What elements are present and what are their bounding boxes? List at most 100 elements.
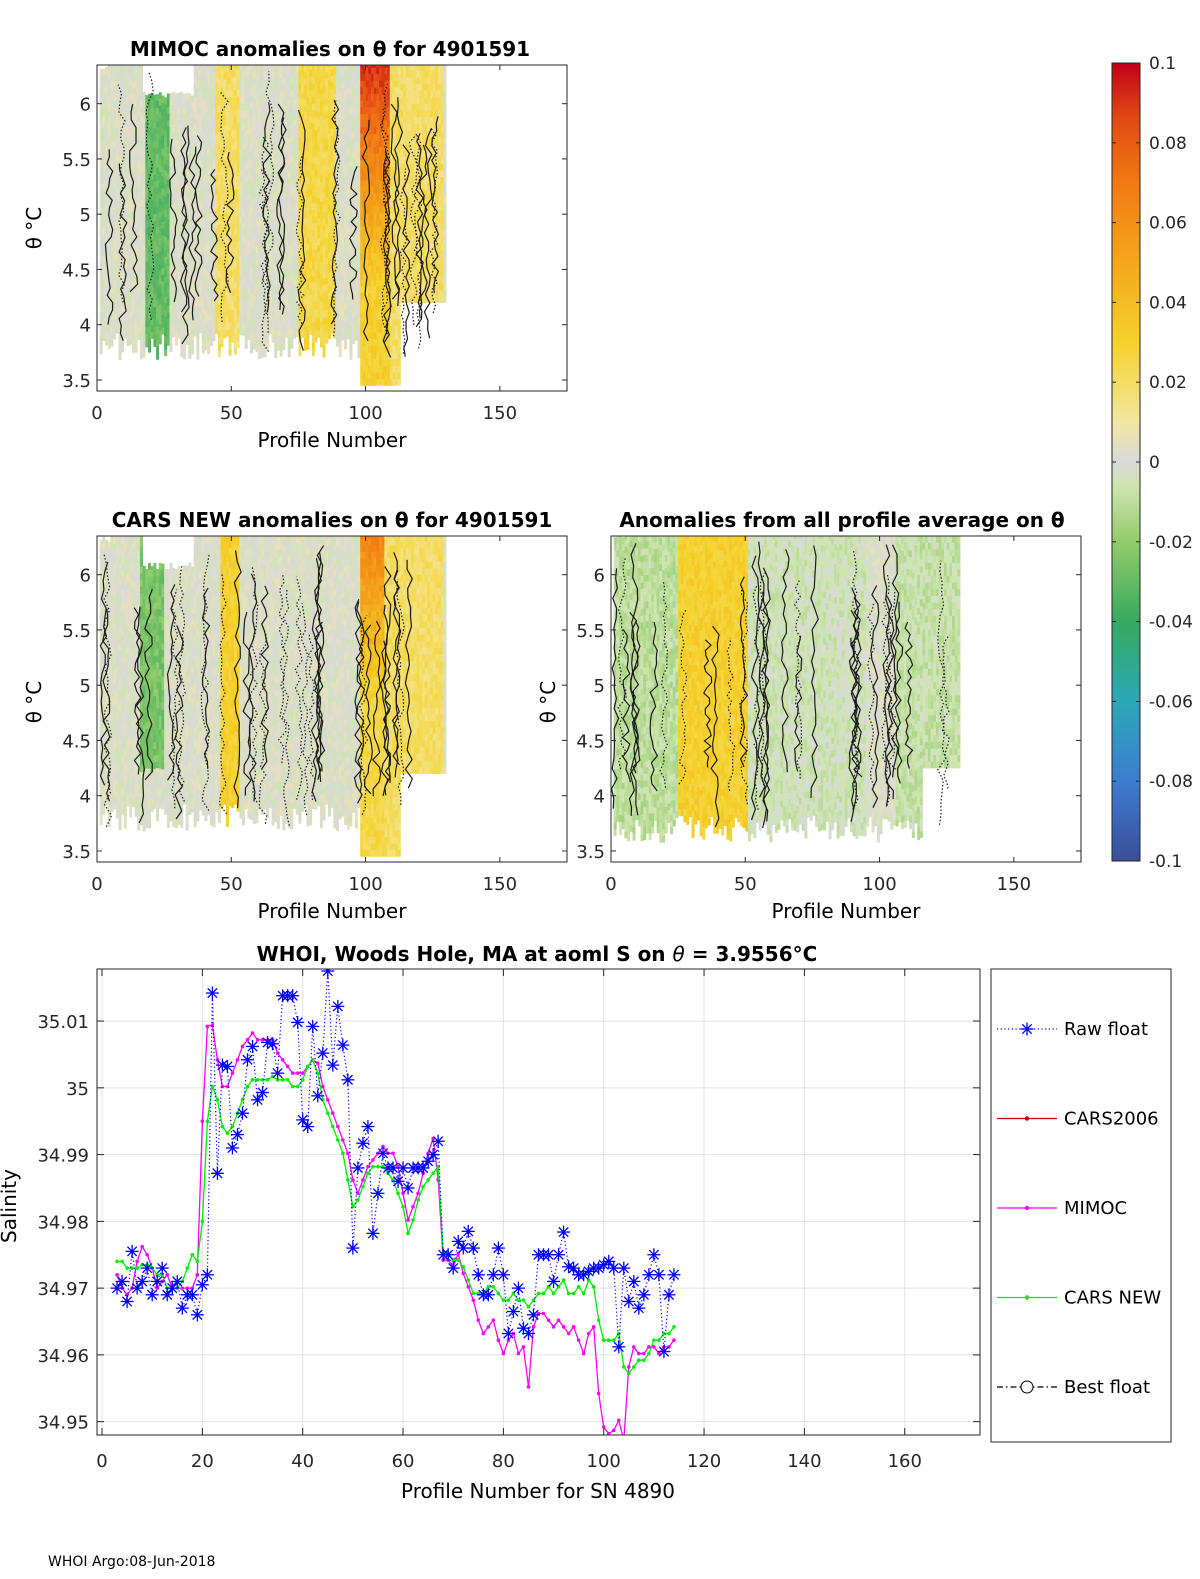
- mimoc-anomaly-cell: [225, 137, 229, 145]
- mimoc-anomaly-cell: [317, 111, 321, 119]
- mimoc-anomaly-cell: [400, 169, 404, 177]
- mimoc-anomaly-cell: [258, 285, 262, 293]
- mimoc-anomaly-cell: [392, 206, 396, 214]
- mimoc-anomaly-cell: [118, 187, 122, 195]
- mimoc-anomaly-cell: [239, 65, 243, 70]
- mimoc-anomaly-cell: [346, 239, 350, 247]
- mimoc-anomaly-cell: [282, 316, 286, 324]
- mimoc-anomaly-cell: [174, 186, 178, 194]
- mimoc-anomaly-cell: [209, 186, 213, 194]
- mimoc-anomaly-cell: [287, 244, 291, 252]
- mimoc-anomaly-cell: [282, 184, 286, 191]
- mimoc-anomaly-cell: [344, 322, 348, 330]
- mimoc-anomaly-cell: [137, 81, 141, 89]
- mimoc-anomaly-cell: [129, 205, 133, 213]
- mimoc-anomaly-cell: [242, 76, 246, 84]
- mimoc-anomaly-cell: [298, 97, 302, 104]
- mimoc-anomaly-cell: [303, 284, 307, 292]
- mimoc-anomaly-cell: [327, 292, 331, 300]
- mimoc-anomaly-cell: [174, 259, 178, 267]
- mimoc-anomaly-cell: [341, 247, 345, 255]
- mimoc-anomaly-cell: [376, 352, 380, 360]
- mimoc-anomaly-cell: [274, 152, 278, 160]
- mimoc-anomaly-cell: [182, 292, 186, 300]
- mimoc-anomaly-cell: [263, 231, 267, 239]
- mimoc-anomaly-cell: [290, 222, 294, 230]
- mimoc-anomaly-cell: [330, 208, 334, 216]
- mimoc-anomaly-cell: [357, 311, 361, 319]
- mimoc-anomaly-cell: [231, 156, 235, 164]
- mimoc-anomaly-cell: [164, 296, 168, 304]
- mimoc-anomaly-cell: [244, 262, 248, 270]
- mimoc-anomaly-cell: [156, 332, 160, 340]
- mimoc-anomaly-cell: [148, 106, 152, 114]
- mimoc-anomaly-cell: [102, 333, 106, 341]
- mimoc-anomaly-cell: [153, 326, 157, 334]
- mimoc-anomaly-cell: [330, 321, 334, 328]
- mimoc-anomaly-cell: [215, 75, 219, 83]
- mimoc-anomaly-cell: [107, 136, 111, 144]
- mimoc-anomaly-cell: [336, 313, 340, 321]
- mimoc-anomaly-cell: [344, 176, 348, 184]
- mimoc-anomaly-cell: [392, 166, 396, 174]
- mimoc-anomaly-cell: [346, 233, 350, 241]
- mimoc-anomaly-cell: [180, 336, 184, 344]
- mimoc-anomaly-cell: [309, 261, 313, 269]
- mimoc-anomaly-cell: [287, 290, 291, 298]
- mimoc-anomaly-cell: [215, 174, 219, 182]
- mimoc-anomaly-cell: [381, 372, 385, 380]
- mimoc-anomaly-cell: [172, 104, 176, 112]
- mimoc-anomaly-cell: [215, 221, 219, 229]
- mimoc-anomaly-cell: [352, 330, 356, 338]
- mimoc-anomaly-cell: [376, 67, 380, 75]
- mimoc-anomaly-cell: [164, 322, 168, 330]
- mimoc-anomaly-cell: [317, 284, 321, 292]
- mimoc-anomaly-cell: [250, 147, 254, 155]
- mimoc-anomaly-cell: [209, 100, 213, 108]
- mimoc-anomaly-cell: [341, 280, 345, 288]
- mimoc-anomaly-cell: [247, 160, 251, 168]
- mimoc-anomaly-cell: [212, 287, 216, 295]
- mimoc-anomaly-cell: [236, 255, 240, 263]
- mimoc-anomaly-cell: [282, 343, 286, 351]
- mimoc-anomaly-cell: [327, 226, 331, 233]
- mimoc-anomaly-cell: [196, 160, 200, 168]
- mimoc-anomaly-cell: [365, 213, 369, 221]
- mimoc-anomaly-cell: [209, 339, 213, 347]
- mimoc-anomaly-cell: [282, 329, 286, 337]
- mimoc-anomaly-cell: [228, 282, 232, 290]
- mimoc-anomaly-cell: [258, 146, 262, 154]
- mimoc-anomaly-cell: [199, 65, 203, 69]
- mimoc-anomaly-cell: [365, 199, 369, 207]
- mimoc-anomaly-cell: [336, 74, 340, 82]
- mimoc-anomaly-cell: [327, 159, 331, 167]
- mimoc-anomaly-cell: [156, 293, 160, 301]
- mimoc-anomaly-cell: [225, 144, 229, 151]
- mimoc-anomaly-cell: [204, 131, 208, 139]
- mimoc-anomaly-cell: [290, 315, 294, 323]
- mimoc-anomaly-cell: [384, 358, 388, 366]
- mimoc-anomaly-cell: [215, 274, 219, 282]
- mimoc-anomaly-cell: [139, 266, 143, 273]
- mimoc-anomaly-cell: [376, 239, 380, 247]
- mimoc-anomaly-cell: [99, 287, 103, 295]
- mimoc-anomaly-cell: [373, 120, 377, 128]
- mimoc-anomaly-cell: [298, 150, 302, 158]
- mimoc-anomaly-cell: [244, 169, 248, 177]
- mimoc-anomaly-cell: [344, 196, 348, 204]
- mimoc-anomaly-cell: [373, 266, 377, 274]
- mimoc-anomaly-cell: [387, 93, 391, 101]
- mimoc-anomaly-cell: [336, 147, 340, 155]
- mimoc-anomaly-cell: [319, 82, 323, 90]
- mimoc-anomaly-cell: [123, 238, 127, 246]
- mimoc-anomaly-cell: [185, 245, 189, 253]
- mimoc-anomaly-cell: [376, 345, 380, 353]
- mimoc-anomaly-cell: [322, 231, 326, 239]
- mimoc-anomaly-cell: [99, 82, 103, 90]
- mimoc-anomaly-cell: [325, 144, 329, 152]
- mimoc-anomaly-cell: [105, 133, 109, 141]
- mimoc-anomaly-cell: [282, 91, 286, 99]
- mimoc-anomaly-cell: [411, 295, 415, 303]
- mimoc-anomaly-cell: [233, 208, 237, 216]
- mimoc-anomaly-cell: [314, 328, 318, 336]
